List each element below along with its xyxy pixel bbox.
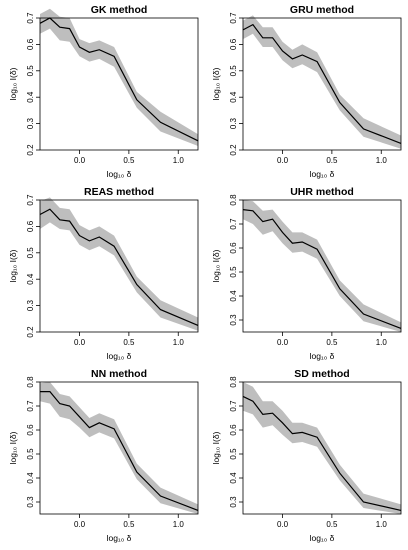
plot-frame bbox=[242, 17, 402, 151]
y-tick-label: 0.3 bbox=[229, 117, 238, 129]
plot-frame bbox=[242, 199, 402, 333]
series-line bbox=[39, 208, 199, 326]
panel-title: GRU method bbox=[290, 4, 354, 16]
x-tick-label: 1.0 bbox=[376, 520, 388, 529]
y-tick-label: 0.2 bbox=[229, 144, 238, 156]
x-tick-label: 0.5 bbox=[123, 520, 135, 529]
panel-title: UHR method bbox=[290, 186, 354, 198]
x-tick-label: 0.0 bbox=[277, 338, 289, 347]
y-tick-label: 0.3 bbox=[26, 117, 35, 129]
y-tick-label: 0.4 bbox=[26, 91, 35, 103]
x-axis-label: log₁₀ δ bbox=[310, 533, 335, 543]
chart-panel-2: 0.0 0.5 1.0 0.2 0.3 0.4 0.5 0.6 0.7 GRU method log… bbox=[211, 4, 402, 179]
y-tick-label: 0.3 bbox=[229, 314, 238, 326]
x-tick-label: 0.5 bbox=[326, 338, 338, 347]
y-tick-label: 0.5 bbox=[229, 65, 238, 77]
series-line bbox=[242, 23, 402, 144]
chart-panel-1: 0.0 0.5 1.0 0.2 0.3 0.4 0.5 0.6 0.7 GK method log₁… bbox=[8, 4, 199, 179]
y-tick-label: 0.7 bbox=[229, 218, 238, 230]
y-tick-label: 0.7 bbox=[26, 194, 35, 206]
y-tick-label: 0.6 bbox=[229, 242, 238, 254]
y-axis-label: log₁₀ I(δ) bbox=[211, 249, 221, 282]
x-tick-label: 0.5 bbox=[123, 156, 135, 165]
y-tick-label: 0.4 bbox=[229, 91, 238, 103]
y-tick-label: 0.7 bbox=[26, 400, 35, 412]
y-tick-label: 0.7 bbox=[229, 400, 238, 412]
confidence-band bbox=[40, 382, 198, 514]
x-tick-label: 1.0 bbox=[173, 156, 185, 165]
x-axis-label: log₁₀ δ bbox=[107, 351, 132, 361]
y-tick-label: 0.3 bbox=[26, 496, 35, 508]
y-tick-label: 0.6 bbox=[229, 424, 238, 436]
x-axis-label: log₁₀ δ bbox=[107, 169, 132, 179]
x-tick-label: 0.0 bbox=[74, 338, 86, 347]
y-axis-label: log₁₀ I(δ) bbox=[211, 431, 221, 464]
plot-frame bbox=[242, 381, 402, 515]
plot-frame bbox=[39, 381, 199, 515]
x-tick-label: 0.0 bbox=[74, 520, 86, 529]
confidence-band bbox=[40, 197, 198, 331]
series-line bbox=[39, 17, 199, 142]
x-axis-label: log₁₀ δ bbox=[310, 351, 335, 361]
y-tick-label: 0.7 bbox=[26, 12, 35, 24]
x-tick-label: 0.0 bbox=[74, 156, 86, 165]
chart-panel-3: 0.0 0.5 1.0 0.2 0.3 0.4 0.5 0.6 0.7 REAS method lo… bbox=[8, 186, 199, 361]
chart-panel-4: 0.0 0.5 1.0 0.3 0.4 0.5 0.6 0.7 0.8 UHR method log… bbox=[211, 186, 402, 361]
y-tick-label: 0.6 bbox=[26, 38, 35, 50]
confidence-band bbox=[243, 382, 401, 514]
y-tick-label: 0.5 bbox=[229, 448, 238, 460]
chart-panel-5: 0.0 0.5 1.0 0.3 0.4 0.5 0.6 0.7 0.8 NN method log₁… bbox=[8, 368, 199, 543]
y-axis-label: log₁₀ I(δ) bbox=[8, 249, 18, 282]
y-tick-label: 0.4 bbox=[229, 472, 238, 484]
confidence-band bbox=[243, 200, 401, 332]
y-tick-label: 0.5 bbox=[26, 247, 35, 259]
y-tick-label: 0.6 bbox=[26, 220, 35, 232]
series-line bbox=[242, 395, 402, 511]
y-tick-label: 0.3 bbox=[229, 496, 238, 508]
confidence-band bbox=[40, 8, 198, 146]
plot-frame bbox=[39, 17, 199, 151]
y-tick-label: 0.8 bbox=[26, 376, 35, 388]
panel-title: SD method bbox=[294, 368, 349, 380]
y-tick-label: 0.8 bbox=[229, 376, 238, 388]
confidence-band bbox=[243, 15, 401, 149]
y-tick-label: 0.4 bbox=[26, 273, 35, 285]
x-tick-label: 0.0 bbox=[277, 156, 289, 165]
x-tick-label: 1.0 bbox=[173, 338, 185, 347]
x-tick-label: 0.5 bbox=[326, 520, 338, 529]
series-line bbox=[40, 391, 199, 511]
y-tick-label: 0.8 bbox=[229, 194, 238, 206]
x-tick-label: 0.5 bbox=[326, 156, 338, 165]
y-tick-label: 0.4 bbox=[26, 472, 35, 484]
panel-title: NN method bbox=[91, 368, 147, 380]
y-tick-label: 0.2 bbox=[26, 144, 35, 156]
x-axis-label: log₁₀ δ bbox=[310, 169, 335, 179]
series-line bbox=[242, 209, 402, 329]
x-axis-label: log₁₀ δ bbox=[107, 533, 132, 543]
x-tick-label: 1.0 bbox=[173, 520, 185, 529]
y-axis-label: log₁₀ I(δ) bbox=[8, 67, 18, 100]
plot-frame bbox=[39, 199, 199, 333]
y-tick-label: 0.2 bbox=[26, 326, 35, 338]
x-tick-label: 1.0 bbox=[376, 156, 388, 165]
panel-title: REAS method bbox=[84, 186, 154, 198]
y-axis-label: log₁₀ I(δ) bbox=[211, 67, 221, 100]
y-tick-label: 0.5 bbox=[26, 448, 35, 460]
y-axis-label: log₁₀ I(δ) bbox=[8, 431, 18, 464]
x-tick-label: 0.5 bbox=[123, 338, 135, 347]
chart-panel-6: 0.0 0.5 1.0 0.3 0.4 0.5 0.6 0.7 0.8 SD method log₁… bbox=[211, 368, 402, 543]
y-tick-label: 0.6 bbox=[229, 38, 238, 50]
y-tick-label: 0.6 bbox=[26, 424, 35, 436]
y-tick-label: 0.7 bbox=[229, 12, 238, 24]
y-tick-label: 0.5 bbox=[229, 266, 238, 278]
y-tick-label: 0.3 bbox=[26, 299, 35, 311]
y-tick-label: 0.4 bbox=[229, 290, 238, 302]
panel-title: GK method bbox=[91, 4, 148, 16]
y-tick-label: 0.5 bbox=[26, 65, 35, 77]
x-tick-label: 0.0 bbox=[277, 520, 289, 529]
x-tick-label: 1.0 bbox=[376, 338, 388, 347]
